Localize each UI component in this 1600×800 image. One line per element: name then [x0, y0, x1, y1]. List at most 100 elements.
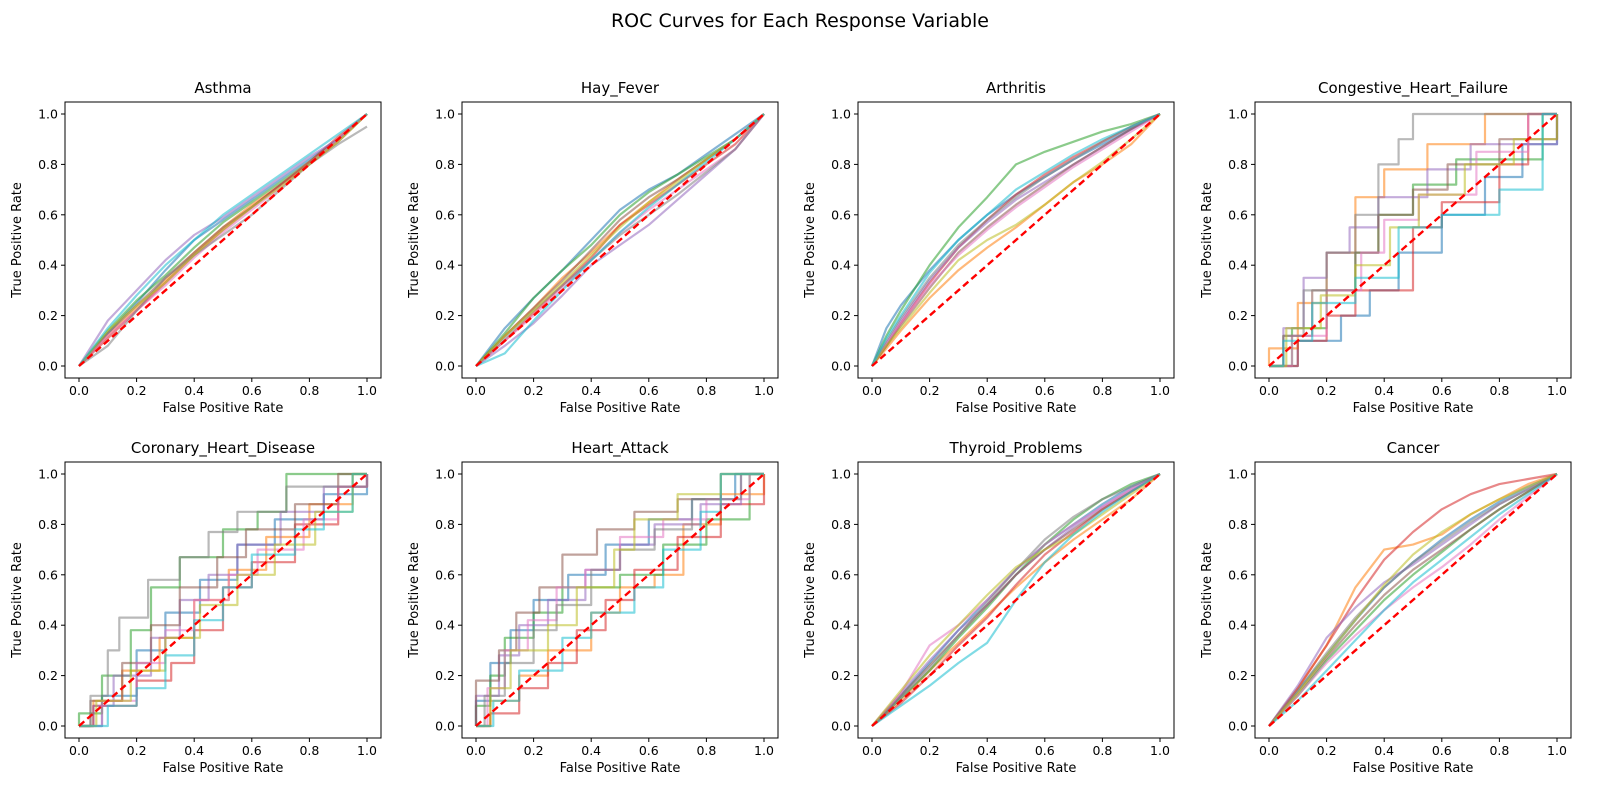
x-tick-label: 0.2 — [127, 383, 147, 398]
y-tick-label: 0.2 — [831, 668, 851, 683]
y-tick-label: 0.6 — [831, 207, 851, 222]
series-group — [871, 472, 1161, 727]
diagonal-reference-line — [78, 113, 368, 367]
y-tick-label: 1.0 — [1228, 467, 1248, 482]
x-tick-label: 0.4 — [977, 743, 997, 758]
roc-curve — [871, 112, 1161, 367]
subplot-title: Heart_Attack — [571, 439, 668, 458]
y-tick-label: 0.6 — [38, 567, 58, 582]
x-axis-label: False Positive Rate — [163, 401, 284, 416]
axes-frame — [64, 101, 382, 379]
y-axis-label: True Positive Rate — [407, 542, 422, 659]
diagonal-reference-line — [78, 473, 368, 727]
roc-curve — [78, 113, 368, 367]
roc-curve — [871, 112, 1161, 367]
x-tick-label: 0.4 — [184, 383, 204, 398]
x-tick-label: 0.0 — [466, 743, 486, 758]
x-tick-label: 0.0 — [1259, 383, 1279, 398]
roc-curve — [871, 472, 1161, 727]
roc-curve — [1269, 112, 1557, 368]
x-tick-label: 0.6 — [242, 383, 262, 398]
y-tick-label: 0.0 — [1228, 359, 1248, 374]
x-tick-label: 0.2 — [1317, 743, 1337, 758]
x-tick-label: 0.8 — [299, 383, 319, 398]
y-tick-label: 0.0 — [38, 719, 58, 734]
y-tick-label: 0.8 — [435, 157, 455, 172]
x-tick-label: 1.0 — [1150, 743, 1170, 758]
x-tick-label: 0.4 — [581, 383, 601, 398]
y-tick-label: 0.2 — [1228, 308, 1248, 323]
x-tick-label: 1.0 — [754, 743, 774, 758]
y-tick-label: 0.4 — [38, 258, 58, 273]
series-group — [78, 113, 368, 367]
x-tick-label: 0.4 — [1374, 383, 1394, 398]
x-tick-label: 0.2 — [1317, 383, 1337, 398]
roc-curve — [475, 113, 765, 367]
x-tick-label: 0.0 — [69, 743, 89, 758]
x-tick-label: 0.4 — [977, 383, 997, 398]
y-tick-label: 0.8 — [38, 157, 58, 172]
y-tick-label: 1.0 — [435, 107, 455, 122]
x-tick-label: 0.2 — [127, 743, 147, 758]
y-tick-label: 0.4 — [831, 258, 851, 273]
roc-curve — [475, 113, 765, 367]
subplot-title: Congestive_Heart_Failure — [1318, 79, 1508, 98]
x-tick-label: 0.0 — [1259, 743, 1279, 758]
series-group — [77, 472, 369, 728]
series-group — [1267, 112, 1559, 368]
series-group — [475, 113, 765, 368]
roc-curve — [476, 472, 764, 728]
y-tick-label: 0.4 — [831, 618, 851, 633]
roc-subplot: 0.0 0.2 0.4 0.6 0.8 1.0 0.0 0.2 0.4 0.6 0.8 1.0 Coro… — [10, 439, 382, 776]
diagonal-reference-line — [475, 473, 765, 727]
y-tick-label: 0.6 — [831, 567, 851, 582]
x-axis-label: False Positive Rate — [560, 761, 681, 776]
subplot-title: Asthma — [194, 79, 251, 97]
y-tick-label: 0.2 — [38, 668, 58, 683]
roc-curve — [476, 472, 764, 728]
diagonal-reference-line — [1268, 473, 1558, 727]
roc-subplot: 0.0 0.2 0.4 0.6 0.8 1.0 0.0 0.2 0.4 0.6 0.8 1.0 Thyr… — [803, 439, 1175, 776]
x-axis-label: False Positive Rate — [1353, 761, 1474, 776]
roc-curve — [1269, 112, 1557, 368]
y-tick-label: 0.2 — [435, 308, 455, 323]
roc-curve — [1267, 112, 1557, 366]
y-tick-label: 0.8 — [831, 517, 851, 532]
x-tick-label: 0.8 — [696, 743, 716, 758]
roc-subplot: 0.0 0.2 0.4 0.6 0.8 1.0 0.0 0.2 0.4 0.6 0.8 1.0 Canc… — [1200, 439, 1572, 776]
x-tick-label: 0.6 — [1035, 743, 1055, 758]
x-tick-label: 0.6 — [1432, 743, 1452, 758]
roc-subplot: 0.0 0.2 0.4 0.6 0.8 1.0 0.0 0.2 0.4 0.6 0.8 1.0 Asth… — [10, 79, 382, 416]
y-tick-label: 0.6 — [435, 567, 455, 582]
y-tick-label: 0.6 — [435, 207, 455, 222]
roc-curve — [78, 113, 368, 367]
y-tick-label: 0.4 — [38, 618, 58, 633]
roc-subplot: 0.0 0.2 0.4 0.6 0.8 1.0 0.0 0.2 0.4 0.6 0.8 1.0 Hear… — [407, 439, 779, 776]
x-tick-label: 0.6 — [242, 743, 262, 758]
roc-curve — [871, 112, 1161, 367]
y-tick-label: 0.0 — [38, 359, 58, 374]
diagonal-reference-line — [871, 473, 1161, 727]
y-tick-label: 0.6 — [38, 207, 58, 222]
roc-curve — [78, 113, 368, 367]
y-tick-label: 1.0 — [38, 467, 58, 482]
y-tick-label: 0.6 — [1228, 567, 1248, 582]
roc-curve — [476, 474, 766, 728]
y-axis-label: True Positive Rate — [1200, 182, 1215, 299]
y-tick-label: 1.0 — [1228, 107, 1248, 122]
axes-frame — [1254, 101, 1572, 379]
y-tick-label: 1.0 — [38, 107, 58, 122]
y-tick-label: 1.0 — [435, 467, 455, 482]
roc-curve — [871, 473, 1161, 727]
y-tick-label: 0.2 — [831, 308, 851, 323]
x-axis-label: False Positive Rate — [560, 401, 681, 416]
y-axis-label: True Positive Rate — [1200, 542, 1215, 659]
roc-curve — [475, 113, 765, 367]
roc-subplot: 0.0 0.2 0.4 0.6 0.8 1.0 0.0 0.2 0.4 0.6 0.8 1.0 Cong… — [1200, 79, 1572, 416]
x-tick-label: 0.8 — [299, 743, 319, 758]
diagonal-reference-line — [475, 113, 765, 367]
y-tick-label: 0.2 — [1228, 668, 1248, 683]
axes-frame — [857, 461, 1175, 739]
subplot-title: Hay_Fever — [581, 79, 660, 98]
roc-curve — [871, 113, 1161, 367]
